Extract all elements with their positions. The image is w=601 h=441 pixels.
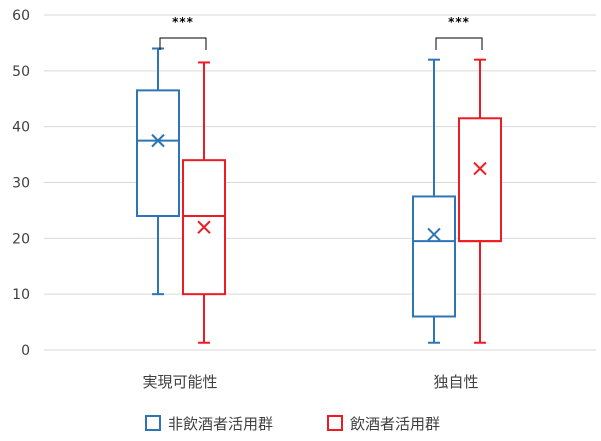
y-tick-label: 60 (12, 8, 30, 24)
legend: 非飲酒者活用群 飲酒者活用群 (145, 415, 440, 433)
y-tick-label: 30 (12, 176, 30, 192)
box-series (136, 47, 502, 344)
legend-item-drinker: 飲酒者活用群 (327, 415, 440, 433)
legend-item-non-drinker: 非飲酒者活用群 (145, 415, 273, 433)
box-non-drinker-1 (412, 58, 456, 344)
significance-label: *** (448, 15, 470, 29)
iqr-box (136, 89, 180, 217)
mean-marker (427, 227, 441, 242)
category-labels: 実現可能性 独自性 (142, 373, 478, 391)
y-tick-label: 50 (12, 64, 30, 80)
box-drinker-1 (458, 58, 502, 344)
significance-bracket: *** (435, 15, 483, 50)
box-drinker-0 (182, 61, 226, 344)
gridlines (44, 14, 596, 351)
y-tick-label: 0 (21, 343, 30, 359)
y-tick-label: 40 (12, 120, 30, 136)
legend-swatch (327, 415, 343, 431)
x-category-label: 実現可能性 (142, 373, 217, 391)
significance-bracket: *** (159, 15, 207, 50)
y-tick-label: 20 (12, 231, 30, 247)
significance-label: *** (172, 15, 194, 29)
significance-brackets: *** *** (159, 15, 483, 50)
y-tick-label: 10 (12, 287, 30, 303)
y-axis-tick-labels: 0 10 20 30 40 50 60 (12, 8, 30, 359)
mean-marker (197, 220, 211, 234)
legend-swatch (145, 415, 161, 431)
mean-marker (473, 161, 487, 176)
legend-label: 非飲酒者活用群 (168, 415, 273, 433)
iqr-box (412, 195, 456, 318)
box-non-drinker-0 (136, 47, 180, 296)
legend-label: 飲酒者活用群 (350, 415, 440, 433)
x-category-label: 独自性 (433, 373, 478, 391)
mean-marker (151, 133, 165, 148)
iqr-box (458, 117, 502, 243)
